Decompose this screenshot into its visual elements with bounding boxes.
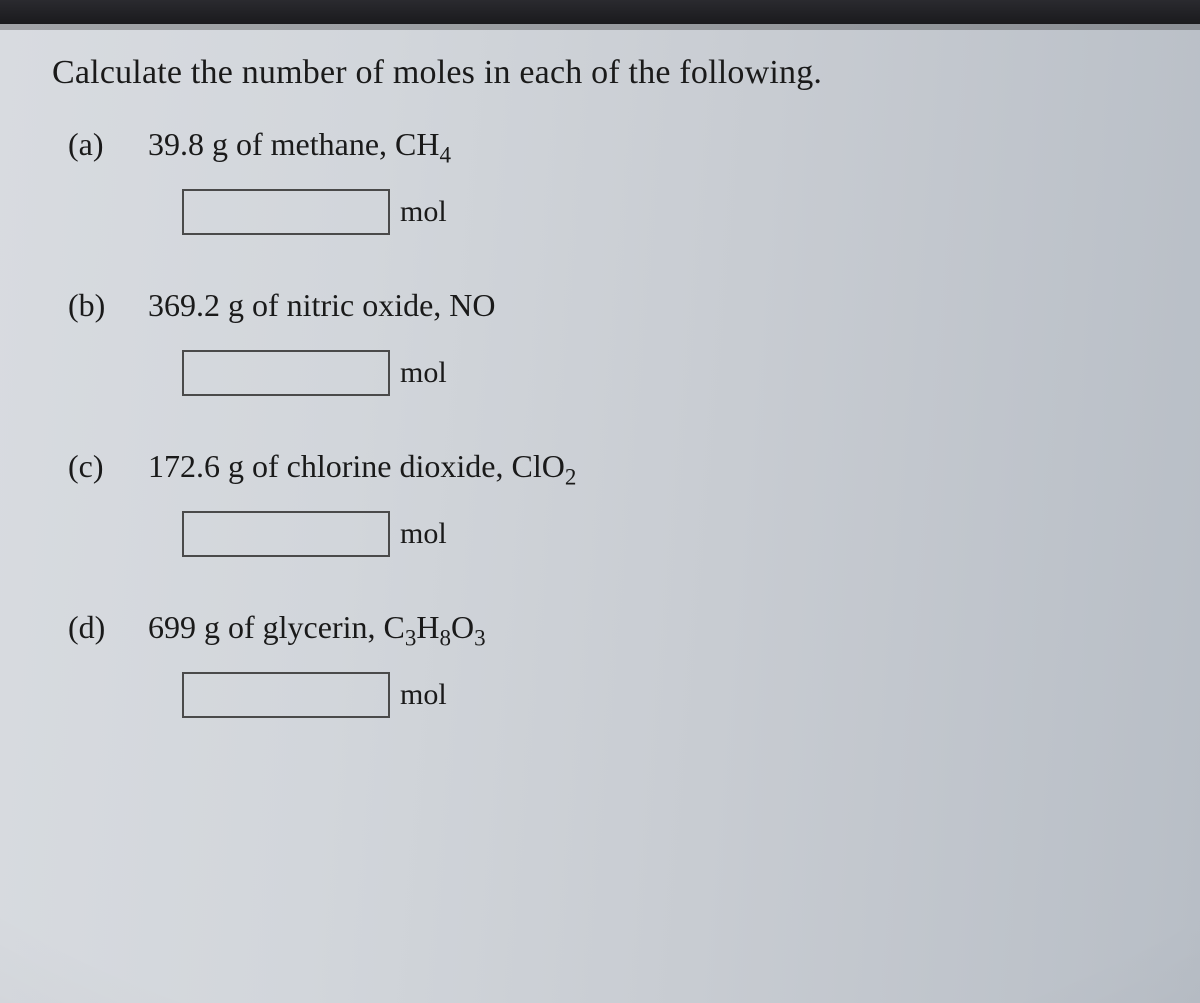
- part-b-text-before: 369.2 g of nitric oxide, NO: [148, 287, 496, 323]
- window-top-bar: [0, 0, 1200, 24]
- part-b-answer-input[interactable]: [182, 350, 390, 396]
- part-d-formula-h-sub: 8: [439, 624, 451, 650]
- part-c-answer-row: mol: [182, 511, 1140, 557]
- part-c-heading: (c) 172.6 g of chlorine dioxide, ClO2: [68, 448, 1140, 485]
- part-b-unit: mol: [400, 356, 447, 390]
- part-d-formula-o: O: [451, 609, 474, 645]
- part-d-label: (d): [68, 609, 148, 646]
- part-b-heading: (b) 369.2 g of nitric oxide, NO: [68, 287, 1140, 324]
- part-d-formula: C3H8O3: [384, 609, 486, 645]
- part-b: (b) 369.2 g of nitric oxide, NO mol: [52, 287, 1140, 396]
- part-d-answer-row: mol: [182, 672, 1140, 718]
- part-c-text-before: 172.6 g of chlorine dioxide, ClO: [148, 448, 565, 484]
- part-b-text: 369.2 g of nitric oxide, NO: [148, 287, 1140, 324]
- part-c-text: 172.6 g of chlorine dioxide, ClO2: [148, 448, 1140, 485]
- part-a-unit: mol: [400, 195, 447, 229]
- part-d-formula-h: H: [416, 609, 439, 645]
- part-a-heading: (a) 39.8 g of methane, CH4: [68, 126, 1140, 163]
- part-c: (c) 172.6 g of chlorine dioxide, ClO2 mo…: [52, 448, 1140, 557]
- part-a-text: 39.8 g of methane, CH4: [148, 126, 1140, 163]
- question-body: Calculate the number of moles in each of…: [52, 50, 1140, 738]
- part-a: (a) 39.8 g of methane, CH4 mol: [52, 126, 1140, 235]
- part-d-unit: mol: [400, 678, 447, 712]
- part-d-formula-c: C: [384, 609, 405, 645]
- part-d-text: 699 g of glycerin, C3H8O3: [148, 609, 1140, 646]
- part-a-text-before: 39.8 g of methane, CH: [148, 126, 440, 162]
- part-a-label: (a): [68, 126, 148, 163]
- part-d-formula-o-sub: 3: [474, 624, 486, 650]
- question-prompt: Calculate the number of moles in each of…: [52, 50, 1140, 96]
- part-c-subscript: 2: [565, 463, 577, 489]
- part-c-label: (c): [68, 448, 148, 485]
- part-a-answer-row: mol: [182, 189, 1140, 235]
- part-d-text-prefix: 699 g of glycerin,: [148, 609, 384, 645]
- part-a-subscript: 4: [440, 141, 452, 167]
- part-c-answer-input[interactable]: [182, 511, 390, 557]
- part-c-unit: mol: [400, 517, 447, 551]
- part-d: (d) 699 g of glycerin, C3H8O3 mol: [52, 609, 1140, 718]
- part-a-answer-input[interactable]: [182, 189, 390, 235]
- part-b-answer-row: mol: [182, 350, 1140, 396]
- part-b-label: (b): [68, 287, 148, 324]
- part-d-formula-c-sub: 3: [405, 624, 417, 650]
- part-d-answer-input[interactable]: [182, 672, 390, 718]
- part-d-heading: (d) 699 g of glycerin, C3H8O3: [68, 609, 1140, 646]
